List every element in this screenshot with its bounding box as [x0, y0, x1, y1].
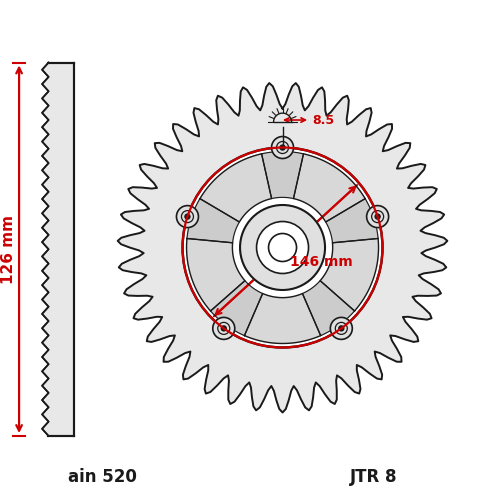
Polygon shape — [326, 198, 378, 243]
Circle shape — [213, 318, 235, 340]
Polygon shape — [200, 154, 272, 222]
Polygon shape — [210, 280, 262, 336]
Circle shape — [240, 205, 325, 290]
Text: JTR 8: JTR 8 — [350, 468, 398, 486]
Polygon shape — [187, 198, 240, 243]
Circle shape — [375, 214, 380, 219]
Circle shape — [176, 206, 199, 228]
Circle shape — [256, 222, 308, 274]
Circle shape — [330, 318, 352, 340]
Circle shape — [182, 148, 382, 348]
Circle shape — [272, 136, 293, 158]
Text: ain 520: ain 520 — [68, 468, 136, 486]
Polygon shape — [42, 62, 74, 436]
Polygon shape — [294, 154, 365, 222]
Circle shape — [280, 145, 285, 150]
Circle shape — [339, 326, 344, 331]
Text: 126 mm: 126 mm — [0, 215, 16, 284]
Text: 8.5: 8.5 — [312, 114, 334, 126]
Polygon shape — [262, 152, 304, 198]
Circle shape — [268, 234, 296, 262]
Circle shape — [185, 214, 190, 219]
Polygon shape — [244, 294, 320, 344]
Polygon shape — [320, 238, 378, 311]
Polygon shape — [302, 280, 354, 336]
Polygon shape — [186, 238, 245, 311]
Circle shape — [222, 326, 226, 331]
Polygon shape — [118, 83, 448, 412]
Circle shape — [366, 206, 388, 228]
Text: 146 mm: 146 mm — [290, 255, 353, 269]
